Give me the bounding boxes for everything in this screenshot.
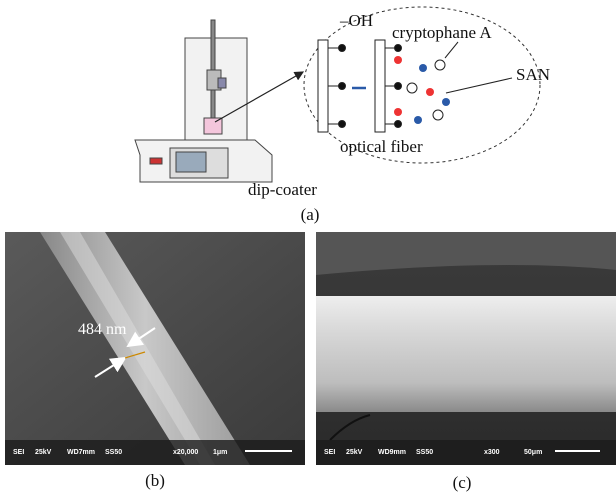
sem-info: x20,000 <box>173 449 198 456</box>
label-receptor: cryptophane A <box>392 23 492 42</box>
figure: –OH cryptophane A SAN optical fiber dip-… <box>0 0 616 494</box>
caption-c: (c) <box>453 473 472 492</box>
sem-info: x300 <box>484 449 500 456</box>
label-instrument: dip-coater <box>248 180 317 199</box>
sem-info: SEI <box>324 449 335 456</box>
label-hydroxyl: –OH <box>339 11 373 30</box>
schematic <box>318 40 512 132</box>
sem-info: SS50 <box>105 449 122 456</box>
label-fiber: optical fiber <box>340 137 423 156</box>
sem-image-b <box>5 232 305 465</box>
caption-b: (b) <box>145 471 165 490</box>
sem-image-c <box>316 232 616 465</box>
sem-info: 50μm <box>524 449 542 456</box>
sem-info: SEI <box>13 449 24 456</box>
measurement-label: 484 nm <box>78 321 127 338</box>
sem-info: 25kV <box>346 449 363 456</box>
sem-info: WD7mm <box>67 449 95 456</box>
sem-info: 25kV <box>35 449 52 456</box>
caption-a: (a) <box>301 205 320 224</box>
sem-info: WD9mm <box>378 449 406 456</box>
sem-info: 1μm <box>213 449 227 456</box>
sem-info: SS50 <box>416 449 433 456</box>
label-polymer: SAN <box>516 65 550 84</box>
